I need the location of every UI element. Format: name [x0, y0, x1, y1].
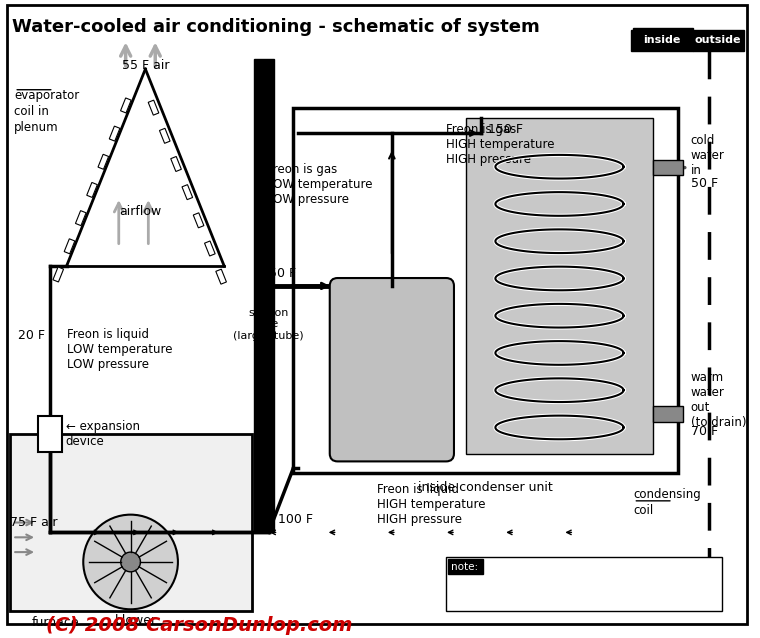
- Circle shape: [121, 552, 141, 572]
- Bar: [204, 241, 215, 256]
- Text: inside: inside: [643, 36, 681, 45]
- Text: cold
water
in: cold water in: [691, 134, 724, 177]
- Text: condensing
coil: condensing coil: [633, 488, 701, 517]
- Bar: [64, 239, 74, 254]
- Text: airflow: airflow: [119, 205, 162, 218]
- Bar: [216, 269, 226, 284]
- Text: 150 F: 150 F: [488, 123, 523, 137]
- Text: 100 F: 100 F: [278, 514, 313, 526]
- Text: 50 F: 50 F: [268, 267, 296, 280]
- Bar: [293, 108, 678, 473]
- Text: Freon is liquid
LOW temperature
LOW pressure: Freon is liquid LOW temperature LOW pres…: [67, 329, 172, 371]
- Bar: [11, 434, 252, 611]
- Text: 20 F: 20 F: [17, 329, 45, 342]
- FancyBboxPatch shape: [330, 278, 454, 461]
- Text: warm
water
out
(to drain): warm water out (to drain): [691, 371, 746, 429]
- Text: 75 F air: 75 F air: [11, 516, 58, 530]
- Text: -temperatures shown are approximate: -temperatures shown are approximate: [451, 580, 666, 590]
- Bar: [254, 59, 274, 532]
- Text: mechanics simplified for clarity: mechanics simplified for clarity: [451, 593, 626, 604]
- Text: 55 F air: 55 F air: [122, 59, 169, 72]
- Bar: [466, 118, 653, 454]
- Bar: [148, 100, 159, 115]
- Text: blower: blower: [115, 614, 157, 627]
- Text: note:: note:: [451, 562, 478, 572]
- Bar: [653, 160, 682, 175]
- Text: 70 F: 70 F: [691, 426, 717, 438]
- Text: compressor: compressor: [356, 363, 429, 376]
- Bar: [87, 182, 97, 198]
- Bar: [446, 557, 722, 611]
- Circle shape: [84, 515, 178, 609]
- Text: Freon is liquid
HIGH temperature
HIGH pressure: Freon is liquid HIGH temperature HIGH pr…: [377, 484, 486, 526]
- Bar: [633, 27, 692, 49]
- Bar: [448, 559, 483, 574]
- Text: (C) 2008 CarsonDunlop.com: (C) 2008 CarsonDunlop.com: [46, 616, 353, 635]
- Bar: [109, 126, 120, 141]
- Text: Freon is gas
LOW temperature
LOW pressure: Freon is gas LOW temperature LOW pressur…: [267, 163, 372, 205]
- Text: ← expansion
device: ← expansion device: [65, 420, 140, 448]
- Text: Water-cooled air conditioning - schematic of system: Water-cooled air conditioning - schemati…: [12, 18, 540, 36]
- Bar: [193, 213, 204, 228]
- Bar: [692, 29, 744, 51]
- Text: furnace: furnace: [32, 616, 80, 629]
- Bar: [121, 98, 131, 113]
- Bar: [160, 128, 170, 144]
- Text: Freon is gas
HIGH temperature
HIGH pressure: Freon is gas HIGH temperature HIGH press…: [446, 123, 555, 167]
- Text: evaporator
coil in
plenum: evaporator coil in plenum: [14, 89, 80, 134]
- Text: outside: outside: [695, 36, 742, 45]
- Text: inside condenser unit: inside condenser unit: [418, 481, 553, 494]
- Bar: [53, 267, 64, 282]
- Bar: [632, 29, 692, 51]
- Bar: [75, 211, 86, 226]
- Bar: [98, 154, 109, 169]
- Text: suction
line
(larger tube): suction line (larger tube): [233, 308, 304, 341]
- Text: 50 F: 50 F: [691, 177, 717, 190]
- Bar: [182, 184, 192, 200]
- Bar: [653, 406, 682, 422]
- Bar: [38, 416, 62, 452]
- Bar: [171, 156, 182, 172]
